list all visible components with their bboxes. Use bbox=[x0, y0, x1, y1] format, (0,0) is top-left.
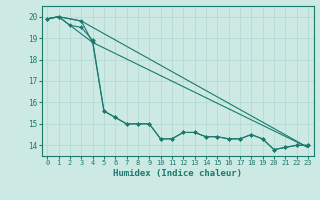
X-axis label: Humidex (Indice chaleur): Humidex (Indice chaleur) bbox=[113, 169, 242, 178]
